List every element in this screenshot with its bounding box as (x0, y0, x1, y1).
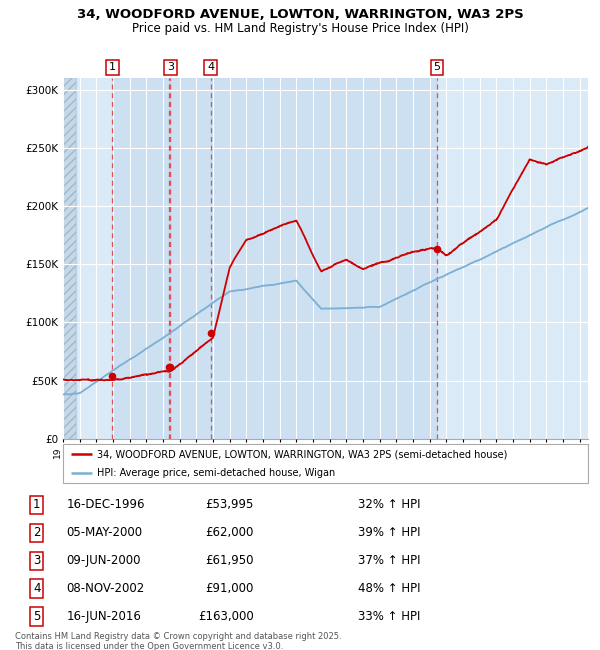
Text: £163,000: £163,000 (198, 610, 254, 623)
Bar (112, 78, 169, 439)
Bar (63, 78, 76, 439)
Text: 4: 4 (207, 62, 214, 72)
Text: 3: 3 (33, 554, 40, 567)
Bar (169, 78, 170, 439)
Text: 33% ↑ HPI: 33% ↑ HPI (358, 610, 420, 623)
Text: 37% ↑ HPI: 37% ↑ HPI (358, 554, 420, 567)
Text: 05-MAY-2000: 05-MAY-2000 (67, 526, 143, 539)
Text: 34, WOODFORD AVENUE, LOWTON, WARRINGTON, WA3 2PS: 34, WOODFORD AVENUE, LOWTON, WARRINGTON,… (77, 8, 523, 21)
Text: £53,995: £53,995 (206, 498, 254, 511)
Text: Price paid vs. HM Land Registry's House Price Index (HPI): Price paid vs. HM Land Registry's House … (131, 22, 469, 35)
Text: 2: 2 (33, 526, 41, 539)
Text: 1: 1 (109, 62, 116, 72)
Text: 39% ↑ HPI: 39% ↑ HPI (358, 526, 420, 539)
Bar (211, 78, 437, 439)
Text: 48% ↑ HPI: 48% ↑ HPI (358, 582, 420, 595)
Text: 3: 3 (167, 62, 174, 72)
Text: 34, WOODFORD AVENUE, LOWTON, WARRINGTON, WA3 2PS (semi-detached house): 34, WOODFORD AVENUE, LOWTON, WARRINGTON,… (97, 449, 508, 459)
Text: £61,950: £61,950 (205, 554, 254, 567)
Text: £62,000: £62,000 (206, 526, 254, 539)
Text: 4: 4 (33, 582, 41, 595)
Text: Contains HM Land Registry data © Crown copyright and database right 2025.
This d: Contains HM Land Registry data © Crown c… (15, 632, 341, 650)
Text: 09-JUN-2000: 09-JUN-2000 (67, 554, 141, 567)
Text: 1: 1 (33, 498, 41, 511)
Text: 16-JUN-2016: 16-JUN-2016 (67, 610, 142, 623)
Text: 16-DEC-1996: 16-DEC-1996 (67, 498, 145, 511)
Text: 32% ↑ HPI: 32% ↑ HPI (358, 498, 420, 511)
Bar (170, 78, 211, 439)
Text: 5: 5 (33, 610, 40, 623)
Text: 5: 5 (434, 62, 440, 72)
Bar (63, 78, 76, 439)
Text: 08-NOV-2002: 08-NOV-2002 (67, 582, 145, 595)
FancyBboxPatch shape (63, 444, 588, 483)
Text: HPI: Average price, semi-detached house, Wigan: HPI: Average price, semi-detached house,… (97, 468, 335, 478)
Text: £91,000: £91,000 (206, 582, 254, 595)
